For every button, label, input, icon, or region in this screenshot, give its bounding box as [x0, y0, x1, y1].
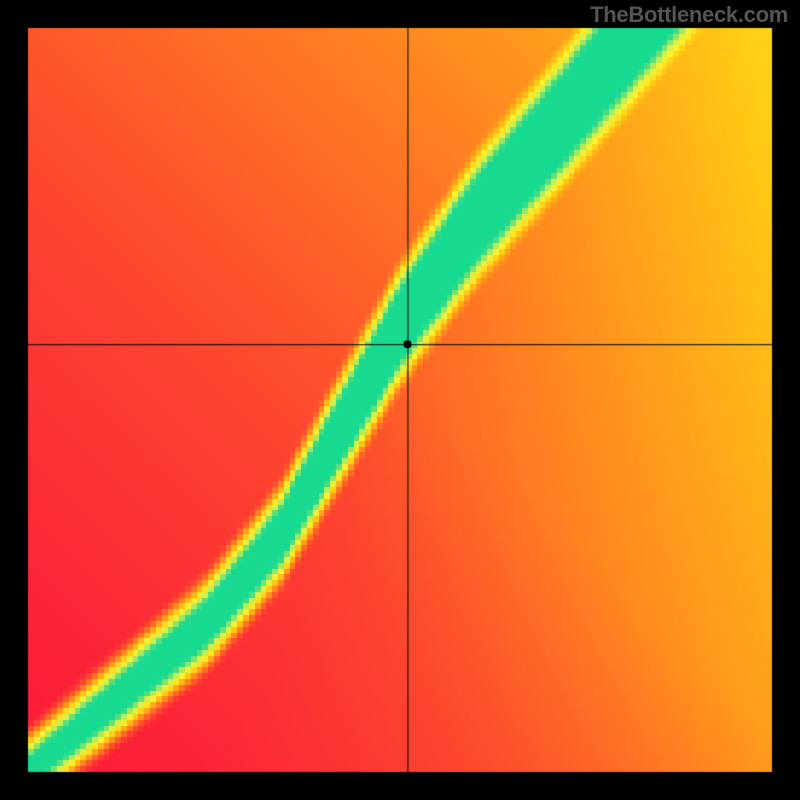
- watermark-label: TheBottleneck.com: [590, 2, 788, 28]
- chart-container: TheBottleneck.com: [0, 0, 800, 800]
- heatmap-canvas: [0, 0, 800, 800]
